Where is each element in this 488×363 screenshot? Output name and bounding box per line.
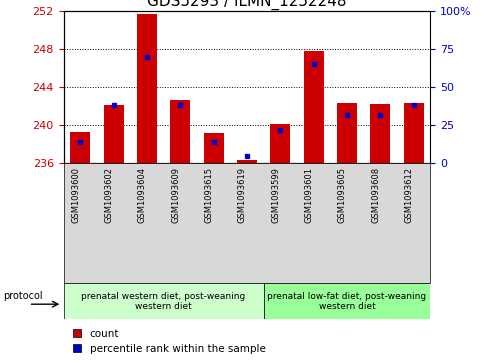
- Text: GSM1093609: GSM1093609: [171, 167, 180, 223]
- Bar: [303, 51, 323, 163]
- Text: prenatal western diet, post-weaning
western diet: prenatal western diet, post-weaning west…: [81, 291, 245, 311]
- Bar: [369, 104, 389, 163]
- Text: GSM1093600: GSM1093600: [71, 167, 80, 223]
- Bar: [70, 132, 90, 163]
- Text: GSM1093619: GSM1093619: [238, 167, 246, 223]
- Text: GSM1093605: GSM1093605: [337, 167, 346, 223]
- Bar: [63, 283, 263, 319]
- Text: GSM1093615: GSM1093615: [204, 167, 213, 223]
- Bar: [237, 159, 256, 163]
- Text: GSM1093602: GSM1093602: [104, 167, 113, 223]
- Bar: [63, 163, 429, 283]
- Bar: [103, 105, 123, 163]
- Text: GSM1093601: GSM1093601: [304, 167, 313, 223]
- Text: GSM1093604: GSM1093604: [138, 167, 146, 223]
- Text: GSM1093612: GSM1093612: [404, 167, 413, 223]
- Bar: [270, 124, 290, 163]
- Bar: [170, 99, 190, 163]
- Text: prenatal low-fat diet, post-weaning
western diet: prenatal low-fat diet, post-weaning west…: [267, 291, 426, 311]
- Bar: [336, 103, 356, 163]
- Bar: [203, 133, 223, 163]
- Bar: [263, 283, 429, 319]
- Legend: count, percentile rank within the sample: count, percentile rank within the sample: [69, 325, 269, 358]
- Bar: [137, 14, 157, 163]
- Text: protocol: protocol: [3, 291, 43, 301]
- Text: GSM1093599: GSM1093599: [271, 167, 280, 223]
- Text: GSM1093608: GSM1093608: [370, 167, 380, 223]
- Title: GDS5293 / ILMN_1252248: GDS5293 / ILMN_1252248: [147, 0, 346, 9]
- Bar: [403, 103, 423, 163]
